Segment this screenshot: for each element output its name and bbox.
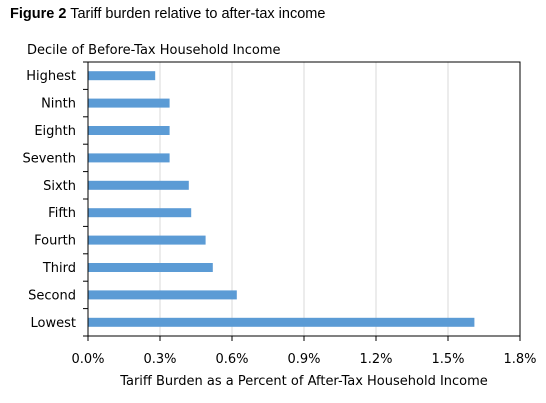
bar-fourth — [88, 235, 206, 245]
bar-third — [88, 263, 213, 272]
x-tick-labels: 0.0% 0.3% 0.6% 0.9% 1.2% 1.5% 1.8% — [71, 352, 536, 367]
y-tick-label-eighth: Eighth — [34, 124, 76, 139]
bars — [88, 71, 475, 327]
x-tick-label-2: 0.6% — [215, 352, 248, 367]
y-tick-label-fifth: Fifth — [48, 206, 76, 221]
y-axis-title: Decile of Before-Tax Household Income — [27, 43, 281, 58]
bar-lowest — [88, 317, 475, 327]
bar-sixth — [88, 180, 189, 190]
x-tick-label-3: 0.9% — [287, 352, 320, 367]
x-tick-label-6: 1.8% — [503, 352, 536, 367]
x-tick-label-4: 1.2% — [359, 352, 392, 367]
bar-highest — [88, 71, 156, 81]
x-tick-label-5: 1.5% — [431, 352, 464, 367]
y-tick-label-third: Third — [42, 261, 76, 276]
y-tick-label-fourth: Fourth — [34, 234, 76, 249]
bar-second — [88, 290, 237, 300]
bar-seventh — [88, 153, 170, 163]
figure-label: Figure 2 — [10, 6, 67, 22]
x-axis-title: Tariff Burden as a Percent of After-Tax … — [120, 374, 488, 389]
axes — [83, 61, 521, 341]
y-tick-label-second: Second — [28, 288, 76, 303]
bar-fifth — [88, 208, 192, 218]
figure-caption: Tariff burden relative to after-tax inco… — [70, 6, 326, 22]
figure-title: Figure 2 Tariff burden relative to after… — [10, 6, 325, 22]
y-tick-label-highest: Highest — [26, 69, 76, 84]
y-tick-label-ninth: Ninth — [41, 97, 76, 112]
y-tick-label-lowest: Lowest — [31, 316, 76, 331]
bar-ninth — [88, 98, 170, 108]
bar-eighth — [88, 126, 170, 135]
y-tick-labels: Highest Ninth Eighth Seventh Sixth Fifth Fourt… — [22, 69, 76, 331]
y-tick-label-sixth: Sixth — [43, 179, 76, 194]
y-tick-label-seventh: Seventh — [22, 151, 76, 166]
x-tick-label-1: 0.3% — [143, 352, 176, 367]
x-tick-label-0: 0.0% — [71, 352, 104, 367]
